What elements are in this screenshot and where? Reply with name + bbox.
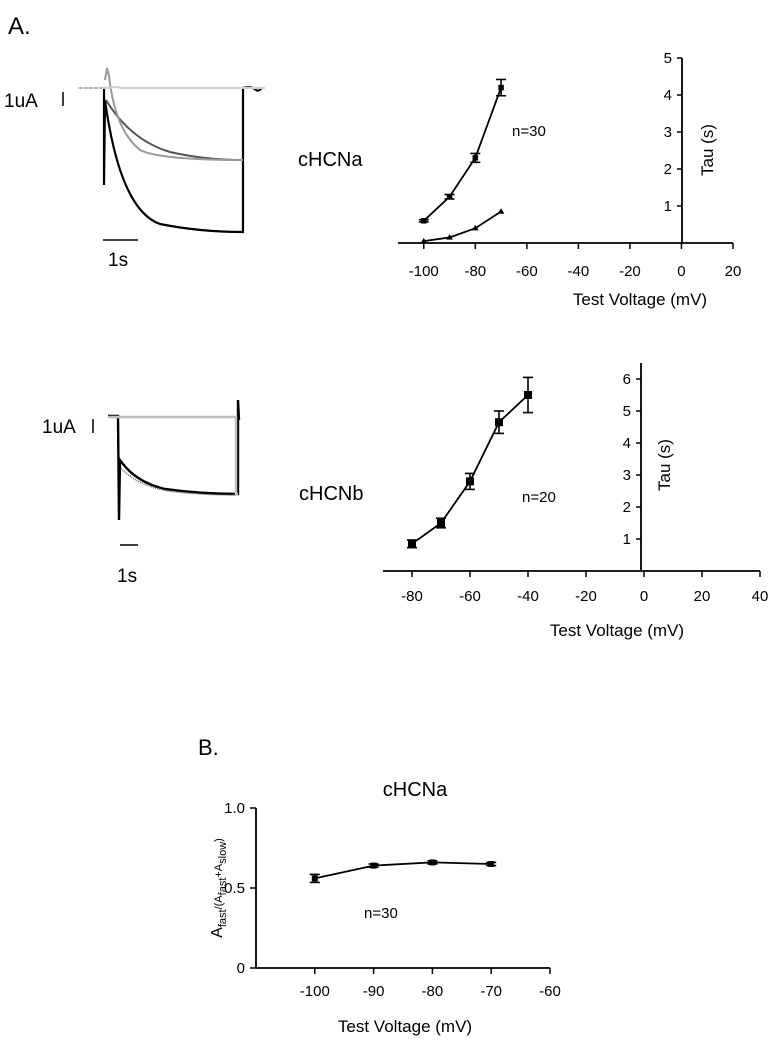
panel-label-a: A. [8, 13, 31, 40]
data-point [472, 224, 479, 231]
tau-chart-a: -100 -80 -60 -40 -20 0 20 1 2 3 4 5 Test Voltage (mV… [398, 50, 741, 309]
y-tick-label: 1.0 [224, 800, 245, 817]
current-traces-b: 1uA 1s cHCNb [42, 399, 363, 587]
y-tick-label: 3 [664, 124, 672, 141]
x-tick-label: -80 [464, 263, 486, 280]
trace-b-2 [120, 467, 237, 496]
data-point [370, 862, 377, 869]
x-tick-label: 20 [725, 263, 742, 280]
x-tick-label: -80 [422, 983, 444, 1000]
y-axis-label: Tau (s) [698, 124, 717, 176]
data-point [421, 218, 427, 224]
data-point [437, 519, 445, 527]
y-tick-label: 6 [623, 371, 631, 388]
data-point [429, 859, 436, 866]
tau-chart-b: -80 -60 -40 -20 0 20 40 1 2 3 4 5 6 Test Voltage (mV)… [383, 363, 768, 640]
x-tick-label: -60 [516, 263, 538, 280]
x-tick-label: 0 [640, 588, 648, 605]
trace-a-4 [78, 86, 265, 89]
data-point [420, 237, 428, 244]
x-tick-label: 0 [677, 263, 685, 280]
data-point [446, 194, 453, 200]
x-axis-label: Test Voltage (mV) [338, 1017, 472, 1036]
series-line [423, 87, 502, 222]
y-tick-label: 5 [664, 50, 672, 67]
x-tick-label: -20 [619, 263, 641, 280]
x-tick-label: -40 [568, 263, 590, 280]
x-tick-label: -70 [480, 983, 502, 1000]
n-annotation: n=30 [364, 905, 398, 922]
data-point [466, 477, 474, 486]
x-axis-label: Test Voltage (mV) [573, 290, 707, 309]
x-tick-label: -40 [517, 588, 539, 605]
x-axis-label: Test Voltage (mV) [550, 621, 684, 640]
current-scale-label-a: 1uA [4, 91, 38, 112]
afast-chart: -100 -90 -80 -70 -60 0 0.5 1.0 Test Voltage (mV)… [209, 779, 561, 1036]
x-tick-label: -90 [363, 983, 385, 1000]
x-tick-label: -60 [459, 588, 481, 605]
x-tick-label: 40 [752, 588, 769, 605]
data-point [497, 208, 505, 214]
x-tick-label: 20 [694, 588, 711, 605]
panel-label-b: B. [198, 735, 219, 760]
y-axis-label: Afast/(Afast+Aslow) [209, 838, 229, 938]
trace-b-1 [108, 399, 241, 521]
trace-a-2 [105, 99, 244, 161]
x-tick-label: -100 [409, 263, 439, 280]
data-point [408, 539, 416, 548]
data-point [524, 391, 532, 399]
current-scale-label-b: 1uA [42, 417, 76, 438]
time-scale-label-a: 1s [108, 250, 128, 271]
trace-a-1 [102, 86, 263, 234]
time-scale-label-b: 1s [117, 566, 137, 587]
x-tick-label: -60 [539, 983, 561, 1000]
series-line [314, 861, 492, 880]
y-tick-label: 3 [623, 467, 631, 484]
y-tick-label: 1 [664, 198, 672, 215]
y-axis-label: Tau (s) [655, 439, 674, 491]
data-point [498, 84, 504, 91]
data-point [472, 155, 479, 161]
n-annotation: n=20 [522, 489, 556, 506]
series-line [411, 394, 529, 545]
chart-title: cHCNa [383, 779, 448, 801]
data-point [488, 861, 495, 867]
x-tick-label: -100 [300, 983, 330, 1000]
y-tick-label: 2 [664, 161, 672, 178]
current-traces-a: 1uA 1s cHCNa [4, 67, 363, 271]
y-tick-label: 4 [664, 87, 672, 104]
n-annotation: n=30 [512, 123, 546, 140]
trace-label-a: cHCNa [298, 149, 363, 171]
trace-b-3 [108, 415, 238, 496]
data-point [311, 875, 318, 882]
y-tick-label: 1 [623, 531, 631, 548]
y-tick-label: 2 [623, 499, 631, 516]
data-point [495, 418, 503, 427]
y-tick-label: 0 [237, 960, 245, 977]
y-tick-label: 5 [623, 403, 631, 420]
x-tick-label: -80 [401, 588, 423, 605]
series-line [423, 210, 502, 243]
y-tick-label: 0.5 [224, 880, 245, 897]
y-tick-label: 4 [623, 435, 631, 452]
x-tick-label: -20 [575, 588, 597, 605]
trace-label-b: cHCNb [299, 483, 363, 505]
data-point [446, 234, 453, 240]
trace-a-3 [104, 67, 244, 161]
